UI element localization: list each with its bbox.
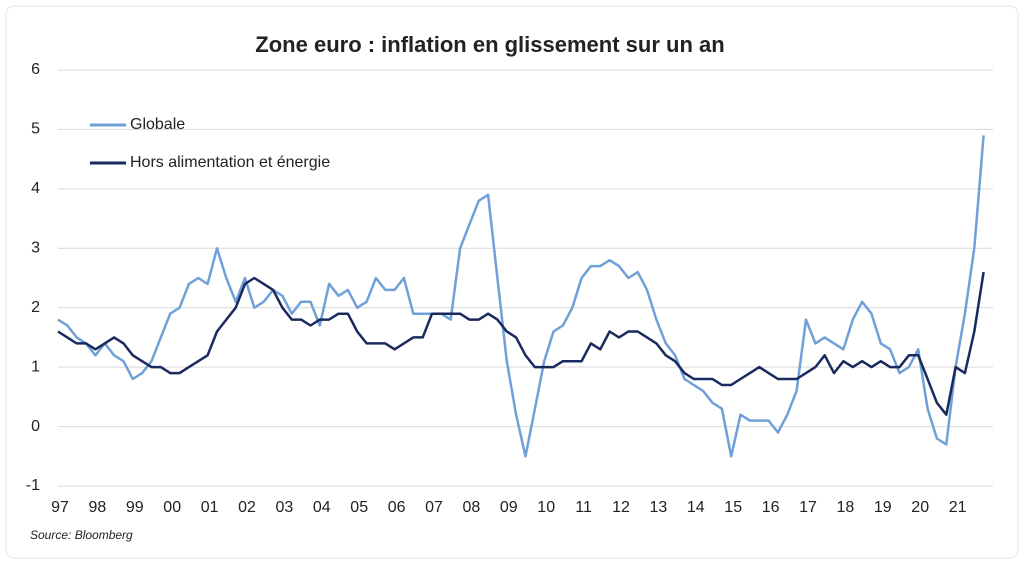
legend-label: Hors alimentation et énergie: [130, 154, 330, 171]
x-tick-label: 09: [500, 499, 518, 516]
y-tick-label: 2: [31, 299, 40, 316]
y-tick-label: 0: [31, 418, 40, 435]
x-tick-label: 21: [949, 499, 967, 516]
y-tick-label: 3: [31, 240, 40, 257]
y-tick-label: -1: [26, 477, 40, 494]
x-tick-label: 14: [687, 499, 705, 516]
y-tick-label: 6: [31, 61, 40, 78]
x-tick-label: 13: [650, 499, 668, 516]
x-tick-label: 18: [837, 499, 855, 516]
x-tick-label: 01: [201, 499, 219, 516]
series-line: [57, 271, 985, 416]
x-tick-label: 98: [89, 499, 107, 516]
x-tick-label: 15: [724, 499, 742, 516]
x-tick-label: 20: [911, 499, 929, 516]
legend-label: Globale: [130, 116, 185, 133]
frame: [5, 5, 1019, 559]
x-tick-label: 05: [350, 499, 368, 516]
source: Source: Bloomberg: [30, 528, 133, 542]
x-tick-label: 17: [799, 499, 817, 516]
x-tick-label: 02: [238, 499, 256, 516]
y-tick-label: 4: [31, 180, 40, 197]
x-tick-label: 08: [463, 499, 481, 516]
x-tick-label: 06: [388, 499, 406, 516]
x-tick-label: 11: [575, 499, 592, 516]
y-tick-label: 5: [31, 121, 40, 138]
chart-title: Zone euro : inflation en glissement sur …: [255, 32, 724, 57]
x-tick-label: 04: [313, 499, 331, 516]
x-tick-label: 12: [612, 499, 630, 516]
x-tick-label: 03: [276, 499, 294, 516]
x-tick-label: 00: [163, 499, 181, 516]
x-tick-label: 10: [537, 499, 555, 516]
y-tick-label: 1: [31, 358, 40, 375]
x-tick-label: 97: [51, 499, 69, 516]
x-tick-label: 07: [425, 499, 443, 516]
x-tick-label: 16: [762, 499, 780, 516]
x-tick-label: 19: [874, 499, 892, 516]
x-tick-label: 99: [126, 499, 144, 516]
series-line: [57, 135, 985, 458]
